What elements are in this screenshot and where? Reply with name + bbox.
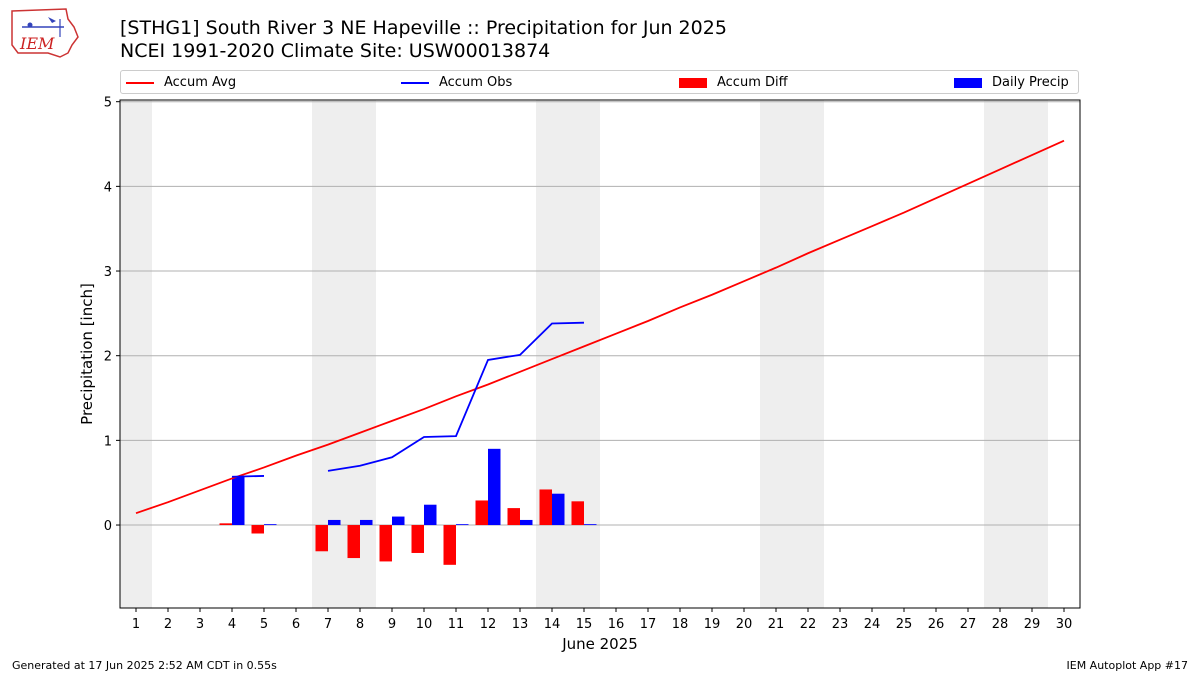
bar-daily-precip-13: [520, 519, 533, 526]
bar-daily-precip-12: [488, 448, 501, 526]
x-tick-label-3: 3: [196, 617, 204, 632]
chart-legend: Accum Avg Accum Obs Accum Diff Daily Pre…: [120, 70, 1079, 94]
x-tick-label-5: 5: [260, 617, 268, 632]
x-tick-label-29: 29: [1024, 617, 1041, 632]
x-tick-label-17: 17: [640, 617, 657, 632]
x-tick-label-9: 9: [388, 617, 396, 632]
bar-accum-diff-8: [347, 525, 360, 559]
weekend-band-3: [760, 100, 824, 608]
legend-item-accum-obs: Accum Obs: [401, 74, 512, 92]
y-tick-label-5: 5: [104, 96, 112, 111]
bar-accum-diff-7: [315, 525, 328, 552]
y-tick-label-0: 0: [104, 519, 112, 534]
iowa-outline-icon: [11, 8, 79, 58]
x-tick-label-27: 27: [960, 617, 977, 632]
bar-accum-diff-11: [443, 525, 456, 565]
y-tick-label-3: 3: [104, 265, 112, 280]
legend-swatch-accum-avg: [126, 81, 154, 84]
legend-item-accum-diff: Accum Diff: [679, 74, 788, 92]
legend-label-accum-diff: Accum Diff: [717, 75, 788, 90]
logo-text: IEM: [19, 34, 55, 53]
x-tick-label-6: 6: [292, 617, 300, 632]
bar-accum-diff-14: [539, 489, 552, 526]
line-accum-obs-0: [231, 475, 265, 478]
x-tick-label-22: 22: [800, 617, 817, 632]
x-tick-label-28: 28: [992, 617, 1009, 632]
legend-swatch-accum-diff: [679, 77, 707, 88]
bar-accum-diff-10: [411, 525, 424, 553]
y-axis-label: Precipitation [inch]: [78, 283, 96, 425]
weekend-band-2: [536, 100, 600, 608]
x-tick-label-15: 15: [576, 617, 593, 632]
x-tick-label-20: 20: [736, 617, 753, 632]
x-tick-label-13: 13: [512, 617, 529, 632]
legend-label-accum-obs: Accum Obs: [439, 75, 513, 90]
bar-daily-precip-15: [584, 524, 597, 526]
legend-label-accum-avg: Accum Avg: [164, 75, 237, 90]
x-tick-label-26: 26: [928, 617, 945, 632]
iem-logo: IEM: [11, 8, 79, 58]
x-tick-label-16: 16: [608, 617, 625, 632]
page-subtitle: NCEI 1991-2020 Climate Site: USW00013874: [120, 40, 551, 62]
bar-daily-precip-11: [456, 524, 469, 526]
x-tick-label-30: 30: [1056, 617, 1073, 632]
x-tick-label-19: 19: [704, 617, 721, 632]
legend-swatch-accum-obs: [401, 81, 429, 84]
legend-label-daily-precip: Daily Precip: [992, 75, 1069, 90]
bar-accum-diff-15: [571, 501, 584, 526]
y-tick-label-1: 1: [104, 434, 112, 449]
bar-accum-diff-13: [507, 508, 520, 526]
wind-vane-icon: [48, 17, 56, 23]
bar-accum-diff-4: [219, 523, 232, 526]
x-tick-label-18: 18: [672, 617, 689, 632]
x-tick-label-2: 2: [164, 617, 172, 632]
x-tick-label-7: 7: [324, 617, 332, 632]
weekend-band-4: [984, 100, 1048, 608]
x-tick-label-12: 12: [480, 617, 497, 632]
x-tick-label-25: 25: [896, 617, 913, 632]
generated-timestamp: Generated at 17 Jun 2025 2:52 AM CDT in …: [12, 659, 277, 672]
legend-item-daily-precip: Daily Precip: [954, 74, 1069, 92]
bar-daily-precip-7: [328, 519, 341, 526]
x-tick-label-4: 4: [228, 617, 236, 632]
bar-daily-precip-10: [424, 504, 437, 526]
bar-daily-precip-4: [232, 476, 245, 526]
line-accum-avg-0: [135, 139, 1065, 515]
app-label: IEM Autoplot App #17: [1066, 659, 1189, 672]
x-tick-label-23: 23: [832, 617, 849, 632]
x-tick-label-10: 10: [416, 617, 433, 632]
bar-accum-diff-12: [475, 500, 488, 526]
x-tick-label-1: 1: [132, 617, 140, 632]
x-tick-label-24: 24: [864, 617, 881, 632]
bar-accum-diff-5: [251, 525, 264, 534]
y-tick-label-4: 4: [104, 180, 112, 195]
bar-daily-precip-14: [552, 493, 565, 526]
legend-item-accum-avg: Accum Avg: [126, 74, 236, 92]
page-title: [STHG1] South River 3 NE Hapeville :: Pr…: [120, 17, 727, 39]
bar-daily-precip-9: [392, 516, 405, 526]
x-tick-label-21: 21: [768, 617, 785, 632]
bar-daily-precip-8: [360, 519, 373, 526]
x-tick-label-8: 8: [356, 617, 364, 632]
bar-daily-precip-5: [264, 524, 277, 526]
plot-frame: [119, 99, 1081, 609]
x-axis-label: June 2025: [561, 635, 638, 653]
weekend-band-0: [120, 100, 152, 608]
x-tick-label-11: 11: [448, 617, 465, 632]
y-tick-label-2: 2: [104, 350, 112, 365]
x-tick-label-14: 14: [544, 617, 561, 632]
bar-accum-diff-9: [379, 525, 392, 562]
legend-swatch-daily-precip: [954, 77, 982, 88]
